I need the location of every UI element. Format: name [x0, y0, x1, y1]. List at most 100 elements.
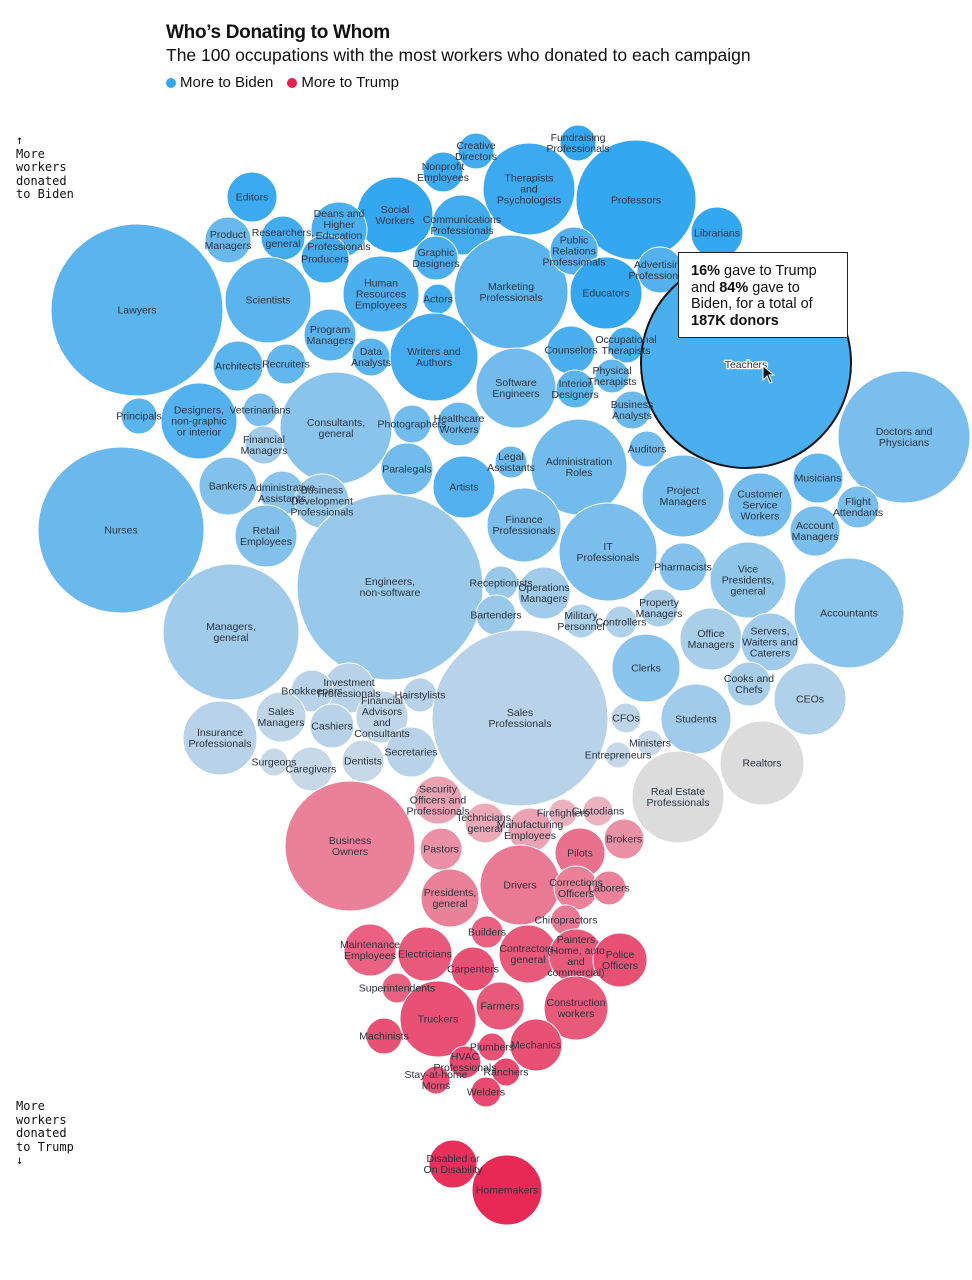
bubble-welders[interactable]	[470, 1076, 502, 1108]
bubble-realtors[interactable]	[719, 720, 805, 806]
bubble-sales-professionals[interactable]	[431, 629, 609, 807]
bubble-flight-attendants[interactable]	[836, 485, 880, 529]
bubble-real-estate-professionals[interactable]	[631, 750, 725, 844]
bubble-builders[interactable]	[470, 915, 504, 949]
bubble-creative-directors[interactable]	[457, 132, 495, 170]
bubble-project-managers[interactable]	[641, 454, 725, 538]
bubble-surgeons[interactable]	[259, 747, 289, 777]
bubble-physical-therapists[interactable]	[594, 358, 630, 394]
bubble-secretaries[interactable]	[385, 726, 437, 778]
bubble-recruiters[interactable]	[265, 343, 307, 385]
bubble-finance-professionals[interactable]	[486, 487, 562, 563]
bubble-data-analysts[interactable]	[351, 337, 391, 377]
bubble-professors[interactable]	[575, 139, 697, 261]
bubble-label-graphic-designers: Graphic Designers	[412, 247, 459, 270]
bubble-machinists[interactable]	[365, 1017, 403, 1055]
bubble-controllers[interactable]	[604, 605, 638, 639]
bubble-nonprofit-employees[interactable]	[422, 151, 464, 193]
bubble-technicians-general[interactable]	[464, 802, 506, 844]
bubble-program-managers[interactable]	[303, 308, 357, 362]
bubble-police-officers[interactable]	[592, 932, 648, 988]
bubble-security-officers-and-professionals[interactable]	[413, 775, 463, 825]
bubble-construction-workers[interactable]	[543, 975, 609, 1041]
bubble-superintendents[interactable]	[381, 972, 413, 1004]
bubble-it-professionals[interactable]	[558, 502, 658, 602]
bubble-financial-managers[interactable]	[244, 425, 284, 465]
bubble-farmers[interactable]	[475, 981, 525, 1031]
bubble-students[interactable]	[660, 683, 732, 755]
bubble-vice-presidents-general[interactable]	[709, 541, 787, 619]
bubble-stay-at-home-moms[interactable]	[421, 1065, 451, 1095]
bubble-ranchers[interactable]	[491, 1057, 521, 1087]
bubble-business-owners[interactable]	[284, 780, 416, 912]
bubble-truckers[interactable]	[399, 980, 477, 1058]
bubble-architects[interactable]	[212, 340, 264, 392]
bubble-managers-general[interactable]	[162, 563, 300, 701]
bubble-cooks-and-chefs[interactable]	[726, 661, 772, 707]
bubble-custodians[interactable]	[582, 795, 614, 827]
bubble-graphic-designers[interactable]	[413, 235, 459, 281]
bubble-scientists[interactable]	[224, 256, 312, 344]
bubble-paralegals[interactable]	[380, 442, 434, 496]
bubble-presidents-general[interactable]	[420, 868, 480, 928]
bubble-auditors[interactable]	[628, 430, 666, 468]
bubble-human-resources-employees[interactable]	[342, 255, 420, 333]
bubble-musicians[interactable]	[792, 452, 844, 504]
bubble-designers-non-graphic-or-interior[interactable]	[160, 382, 238, 460]
bubble-therapists-and-psychologists[interactable]	[482, 142, 576, 236]
bubble-healthcare-workers[interactable]	[436, 401, 482, 447]
bubble-label-photographers: Photographers	[378, 419, 447, 431]
bubble-plumbers[interactable]	[477, 1032, 507, 1062]
bubble-doctors-and-physicians[interactable]	[837, 370, 971, 504]
legend-trump-label: More to Trump	[301, 74, 399, 91]
bubble-fundraising-professionals[interactable]	[559, 124, 597, 162]
bubble-military-personnel[interactable]	[563, 603, 599, 639]
bubble-lawyers[interactable]	[50, 223, 224, 397]
bubble-legal-assistants[interactable]	[494, 445, 528, 479]
bubble-product-managers[interactable]	[204, 216, 252, 264]
bubble-insurance-professionals[interactable]	[182, 700, 258, 776]
bubble-interior-designers[interactable]	[555, 369, 595, 409]
bubble-servers-waiters-and-caterers[interactable]	[740, 612, 800, 672]
bubble-mechanics[interactable]	[509, 1018, 563, 1072]
bubble-retail-employees[interactable]	[234, 504, 298, 568]
bubble-educators[interactable]	[569, 256, 643, 330]
legend-biden-label: More to Biden	[180, 74, 274, 91]
bubble-ministers[interactable]	[636, 729, 664, 757]
bubble-label-cashiers: Cashiers	[311, 721, 352, 733]
bubble-caregivers[interactable]	[288, 746, 334, 792]
bubble-accountants[interactable]	[793, 557, 905, 669]
bubble-customer-service-workers[interactable]	[727, 472, 793, 538]
bubble-laborers[interactable]	[591, 870, 627, 906]
bubble-artists[interactable]	[432, 455, 496, 519]
bubble-carpenters[interactable]	[450, 946, 496, 992]
bubble-disabled-or-on-disability[interactable]	[428, 1139, 478, 1189]
bubble-label-contractors-general: Contractors, general	[499, 943, 556, 966]
bubble-pharmacists[interactable]	[658, 542, 708, 592]
bubble-hvac-professionals[interactable]	[448, 1045, 482, 1079]
bubble-cfos[interactable]	[610, 702, 642, 734]
bubble-operations-managers[interactable]	[517, 566, 571, 620]
bubble-account-managers[interactable]	[789, 505, 841, 557]
bubble-editors[interactable]	[226, 171, 278, 223]
bubble-clerks[interactable]	[611, 633, 681, 703]
bubble-homemakers[interactable]	[471, 1154, 543, 1226]
bubble-firefighters[interactable]	[548, 798, 578, 828]
bubble-financial-advisors-and-consultants[interactable]	[355, 690, 409, 744]
bubble-sales-managers[interactable]	[255, 691, 307, 743]
bubble-nurses[interactable]	[37, 446, 205, 614]
bubble-bookkeepers[interactable]	[290, 669, 334, 713]
bubble-label-producers: Producers	[301, 254, 349, 266]
bubble-cashiers[interactable]	[309, 703, 355, 749]
bubble-brokers[interactable]	[603, 818, 645, 860]
bubble-ceos[interactable]	[773, 662, 847, 736]
bubble-electricians[interactable]	[397, 926, 453, 982]
bubble-engineers-non-software[interactable]	[296, 493, 484, 681]
bubble-principals[interactable]	[120, 397, 158, 435]
bubble-bankers[interactable]	[198, 456, 258, 516]
bubble-entrepreneurs[interactable]	[604, 741, 632, 769]
bubble-maintenance-employees[interactable]	[343, 923, 397, 977]
bubble-producers[interactable]	[300, 234, 350, 284]
bubble-label-scientists: Scientists	[246, 295, 291, 307]
bubble-property-managers[interactable]	[639, 588, 679, 628]
